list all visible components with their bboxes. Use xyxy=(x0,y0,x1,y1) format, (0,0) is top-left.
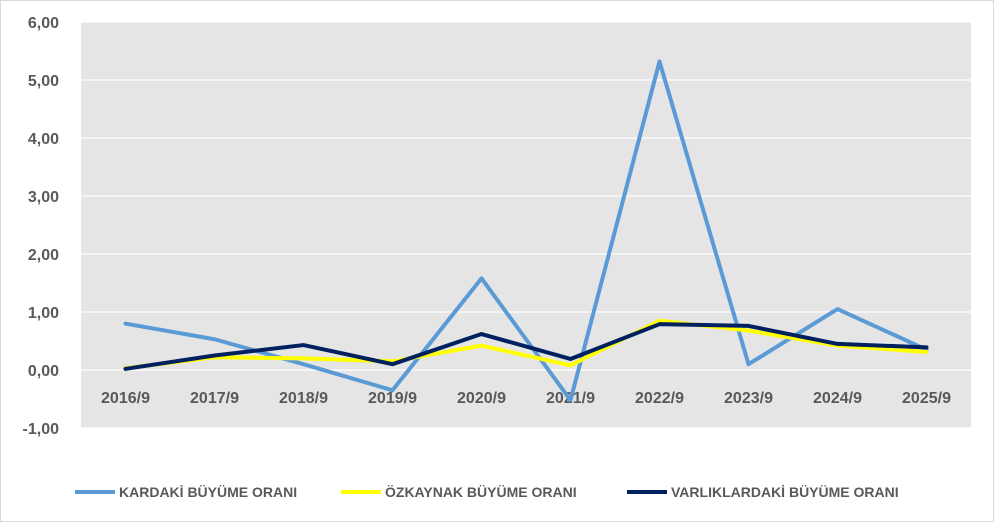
gridlines xyxy=(81,21,971,429)
y-tick-label: 6,00 xyxy=(28,15,59,32)
legend-label-1: KARDAKİ BÜYÜME ORANI xyxy=(119,484,297,500)
y-tick-label: 3,00 xyxy=(28,189,59,206)
x-tick-label: 2016/9 xyxy=(101,390,150,407)
legend: KARDAKİ BÜYÜME ORANI ÖZKAYNAK BÜYÜME ORAN… xyxy=(75,484,899,500)
x-tick-label: 2017/9 xyxy=(190,390,239,407)
y-tick-label: -1,00 xyxy=(23,421,60,438)
y-tick-label: 5,00 xyxy=(28,73,59,90)
legend-label-2: ÖZKAYNAK BÜYÜME ORANI xyxy=(385,484,577,500)
x-tick-label: 2018/9 xyxy=(279,390,328,407)
x-tick-label: 2020/9 xyxy=(457,390,506,407)
y-tick-label: 1,00 xyxy=(28,305,59,322)
x-tick-label: 2022/9 xyxy=(635,390,684,407)
y-axis-tick-labels: -1,00 0,00 1,00 2,00 3,00 4,00 5,00 6,00 xyxy=(23,15,60,438)
legend-label-3: VARLIKLARDAKİ BÜYÜME ORANI xyxy=(671,484,899,500)
y-tick-label: 0,00 xyxy=(28,363,59,380)
y-tick-label: 4,00 xyxy=(28,131,59,148)
y-tick-label: 2,00 xyxy=(28,247,59,264)
series-line-2 xyxy=(123,318,929,371)
x-tick-label: 2025/9 xyxy=(902,390,951,407)
x-tick-label: 2024/9 xyxy=(813,390,862,407)
series-lines xyxy=(123,59,929,403)
x-tick-label: 2023/9 xyxy=(724,390,773,407)
series-line-3 xyxy=(123,322,929,371)
x-tick-label: 2019/9 xyxy=(368,390,417,407)
plot-area xyxy=(81,22,971,428)
x-axis-tick-labels: 2016/9 2017/9 2018/9 2019/9 2020/9 2021/9 2022… xyxy=(101,390,951,407)
